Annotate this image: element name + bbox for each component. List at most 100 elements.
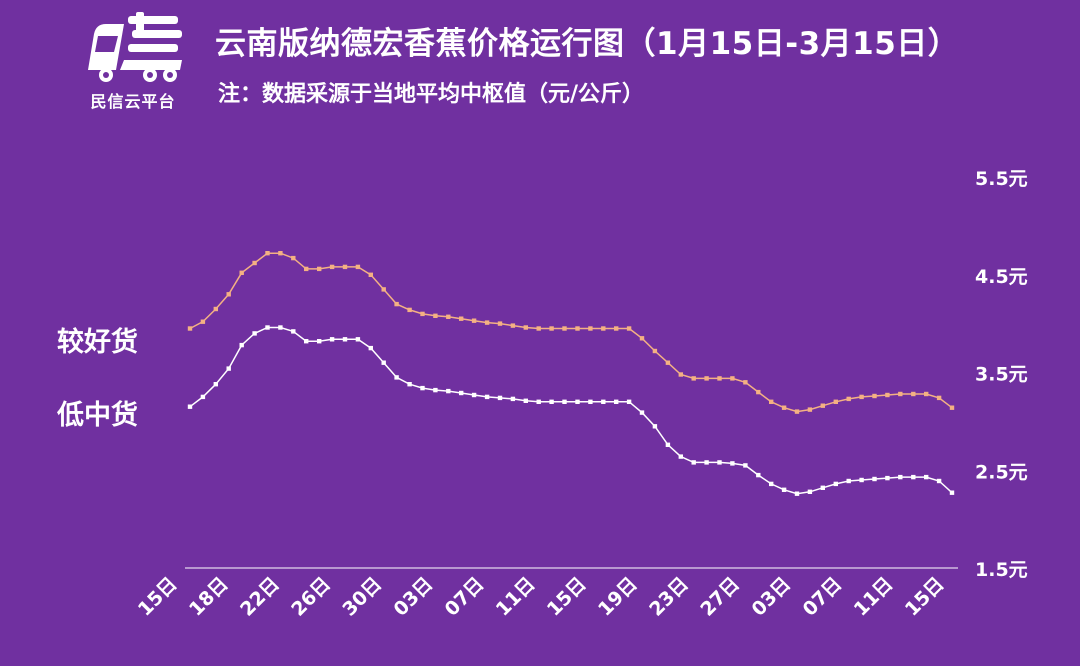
- data-point-good: [523, 325, 528, 330]
- data-point-good: [833, 399, 838, 404]
- data-point-good: [239, 270, 244, 275]
- data-point-good: [665, 360, 671, 365]
- data-point-low: [381, 360, 386, 365]
- chart-title: 云南版纳德宏香蕉价格运行图（1月15日-3月15日）: [215, 26, 960, 62]
- x-tick-label: 18日: [185, 573, 233, 621]
- data-point-good: [304, 266, 309, 272]
- data-point-low: [949, 490, 955, 495]
- data-point-good: [187, 326, 193, 331]
- chart-subtitle: 注：数据采源于当地平均中枢值（元/公斤）: [218, 82, 645, 107]
- data-point-low: [446, 388, 451, 394]
- data-point-low: [924, 474, 929, 480]
- data-point-good: [575, 326, 580, 331]
- data-point-low: [601, 399, 606, 404]
- data-point-low: [523, 398, 528, 403]
- data-point-good: [626, 326, 632, 331]
- data-point-low: [756, 472, 761, 478]
- data-point-low: [665, 442, 671, 447]
- data-point-good: [588, 326, 593, 331]
- data-point-low: [226, 366, 231, 371]
- data-point-low: [781, 487, 787, 492]
- data-point-good: [446, 314, 451, 319]
- data-point-good: [497, 321, 503, 326]
- data-point-low: [471, 392, 477, 398]
- data-point-low: [678, 454, 683, 459]
- data-point-low: [704, 460, 709, 465]
- x-tick-label: 07日: [799, 573, 847, 621]
- data-point-low: [911, 474, 916, 480]
- data-point-good: [614, 326, 619, 331]
- data-point-low: [743, 463, 748, 468]
- data-point-low: [252, 331, 257, 336]
- data-point-low: [200, 394, 206, 400]
- data-point-low: [639, 410, 645, 415]
- data-point-low: [936, 478, 942, 484]
- data-point-good: [807, 407, 813, 412]
- data-point-good: [936, 395, 942, 401]
- y-tick-label: 2.5元: [975, 461, 1028, 483]
- data-point-good: [200, 319, 206, 324]
- data-point-good: [872, 393, 877, 399]
- data-point-good: [678, 372, 683, 377]
- data-point-good: [368, 272, 373, 277]
- data-point-low: [652, 424, 658, 429]
- x-tick-label: 15日: [543, 573, 591, 621]
- data-point-low: [588, 399, 593, 404]
- data-point-good: [278, 251, 283, 256]
- y-tick-label: 3.5元: [975, 364, 1028, 386]
- data-point-good: [562, 326, 567, 331]
- minxin-logo: 民信云平台: [78, 12, 188, 111]
- x-tick-label: 30日: [338, 573, 386, 621]
- data-point-good: [265, 251, 270, 256]
- data-point-low: [510, 396, 516, 402]
- data-point-low: [239, 342, 244, 348]
- data-point-low: [859, 477, 864, 483]
- data-point-low: [614, 399, 619, 404]
- data-point-good: [717, 376, 722, 381]
- x-tick-label: 26日: [287, 573, 335, 621]
- data-point-low: [769, 481, 774, 487]
- data-point-low: [459, 390, 464, 396]
- y-tick-label: 4.5元: [975, 266, 1028, 288]
- data-point-low: [484, 394, 490, 400]
- data-point-low: [846, 478, 851, 484]
- data-point-good: [355, 264, 361, 270]
- data-point-good: [536, 326, 541, 331]
- series-label-good: 较好货: [57, 327, 138, 358]
- x-tick-label: 03日: [747, 573, 795, 621]
- data-point-good: [471, 318, 477, 323]
- data-point-good: [781, 405, 787, 410]
- data-point-low: [691, 460, 696, 465]
- data-point-good: [846, 396, 851, 402]
- data-point-low: [420, 385, 425, 391]
- x-tick-label: 23日: [645, 573, 693, 621]
- data-point-low: [394, 375, 399, 380]
- data-point-good: [743, 380, 748, 385]
- data-point-low: [549, 399, 554, 404]
- data-point-low: [342, 337, 348, 342]
- data-point-good: [639, 336, 645, 341]
- data-point-low: [291, 329, 296, 334]
- data-point-low: [317, 339, 322, 344]
- data-point-low: [885, 475, 890, 481]
- x-tick-label: 19日: [594, 573, 642, 621]
- data-point-good: [342, 264, 348, 270]
- data-point-low: [407, 382, 412, 387]
- data-point-good: [794, 409, 800, 414]
- data-point-good: [484, 320, 490, 325]
- data-point-good: [510, 323, 516, 328]
- data-point-good: [317, 266, 322, 272]
- data-point-good: [420, 311, 425, 317]
- data-point-good: [885, 392, 890, 398]
- data-point-good: [820, 403, 825, 408]
- data-point-low: [355, 337, 361, 342]
- x-tick-label: 15日: [134, 573, 182, 621]
- data-point-low: [497, 395, 503, 401]
- y-tick-label: 5.5元: [975, 168, 1028, 190]
- data-point-good: [911, 391, 916, 397]
- data-point-good: [381, 287, 386, 292]
- data-point-low: [717, 460, 722, 465]
- x-tick-label: 22日: [236, 573, 284, 621]
- data-point-low: [562, 399, 567, 404]
